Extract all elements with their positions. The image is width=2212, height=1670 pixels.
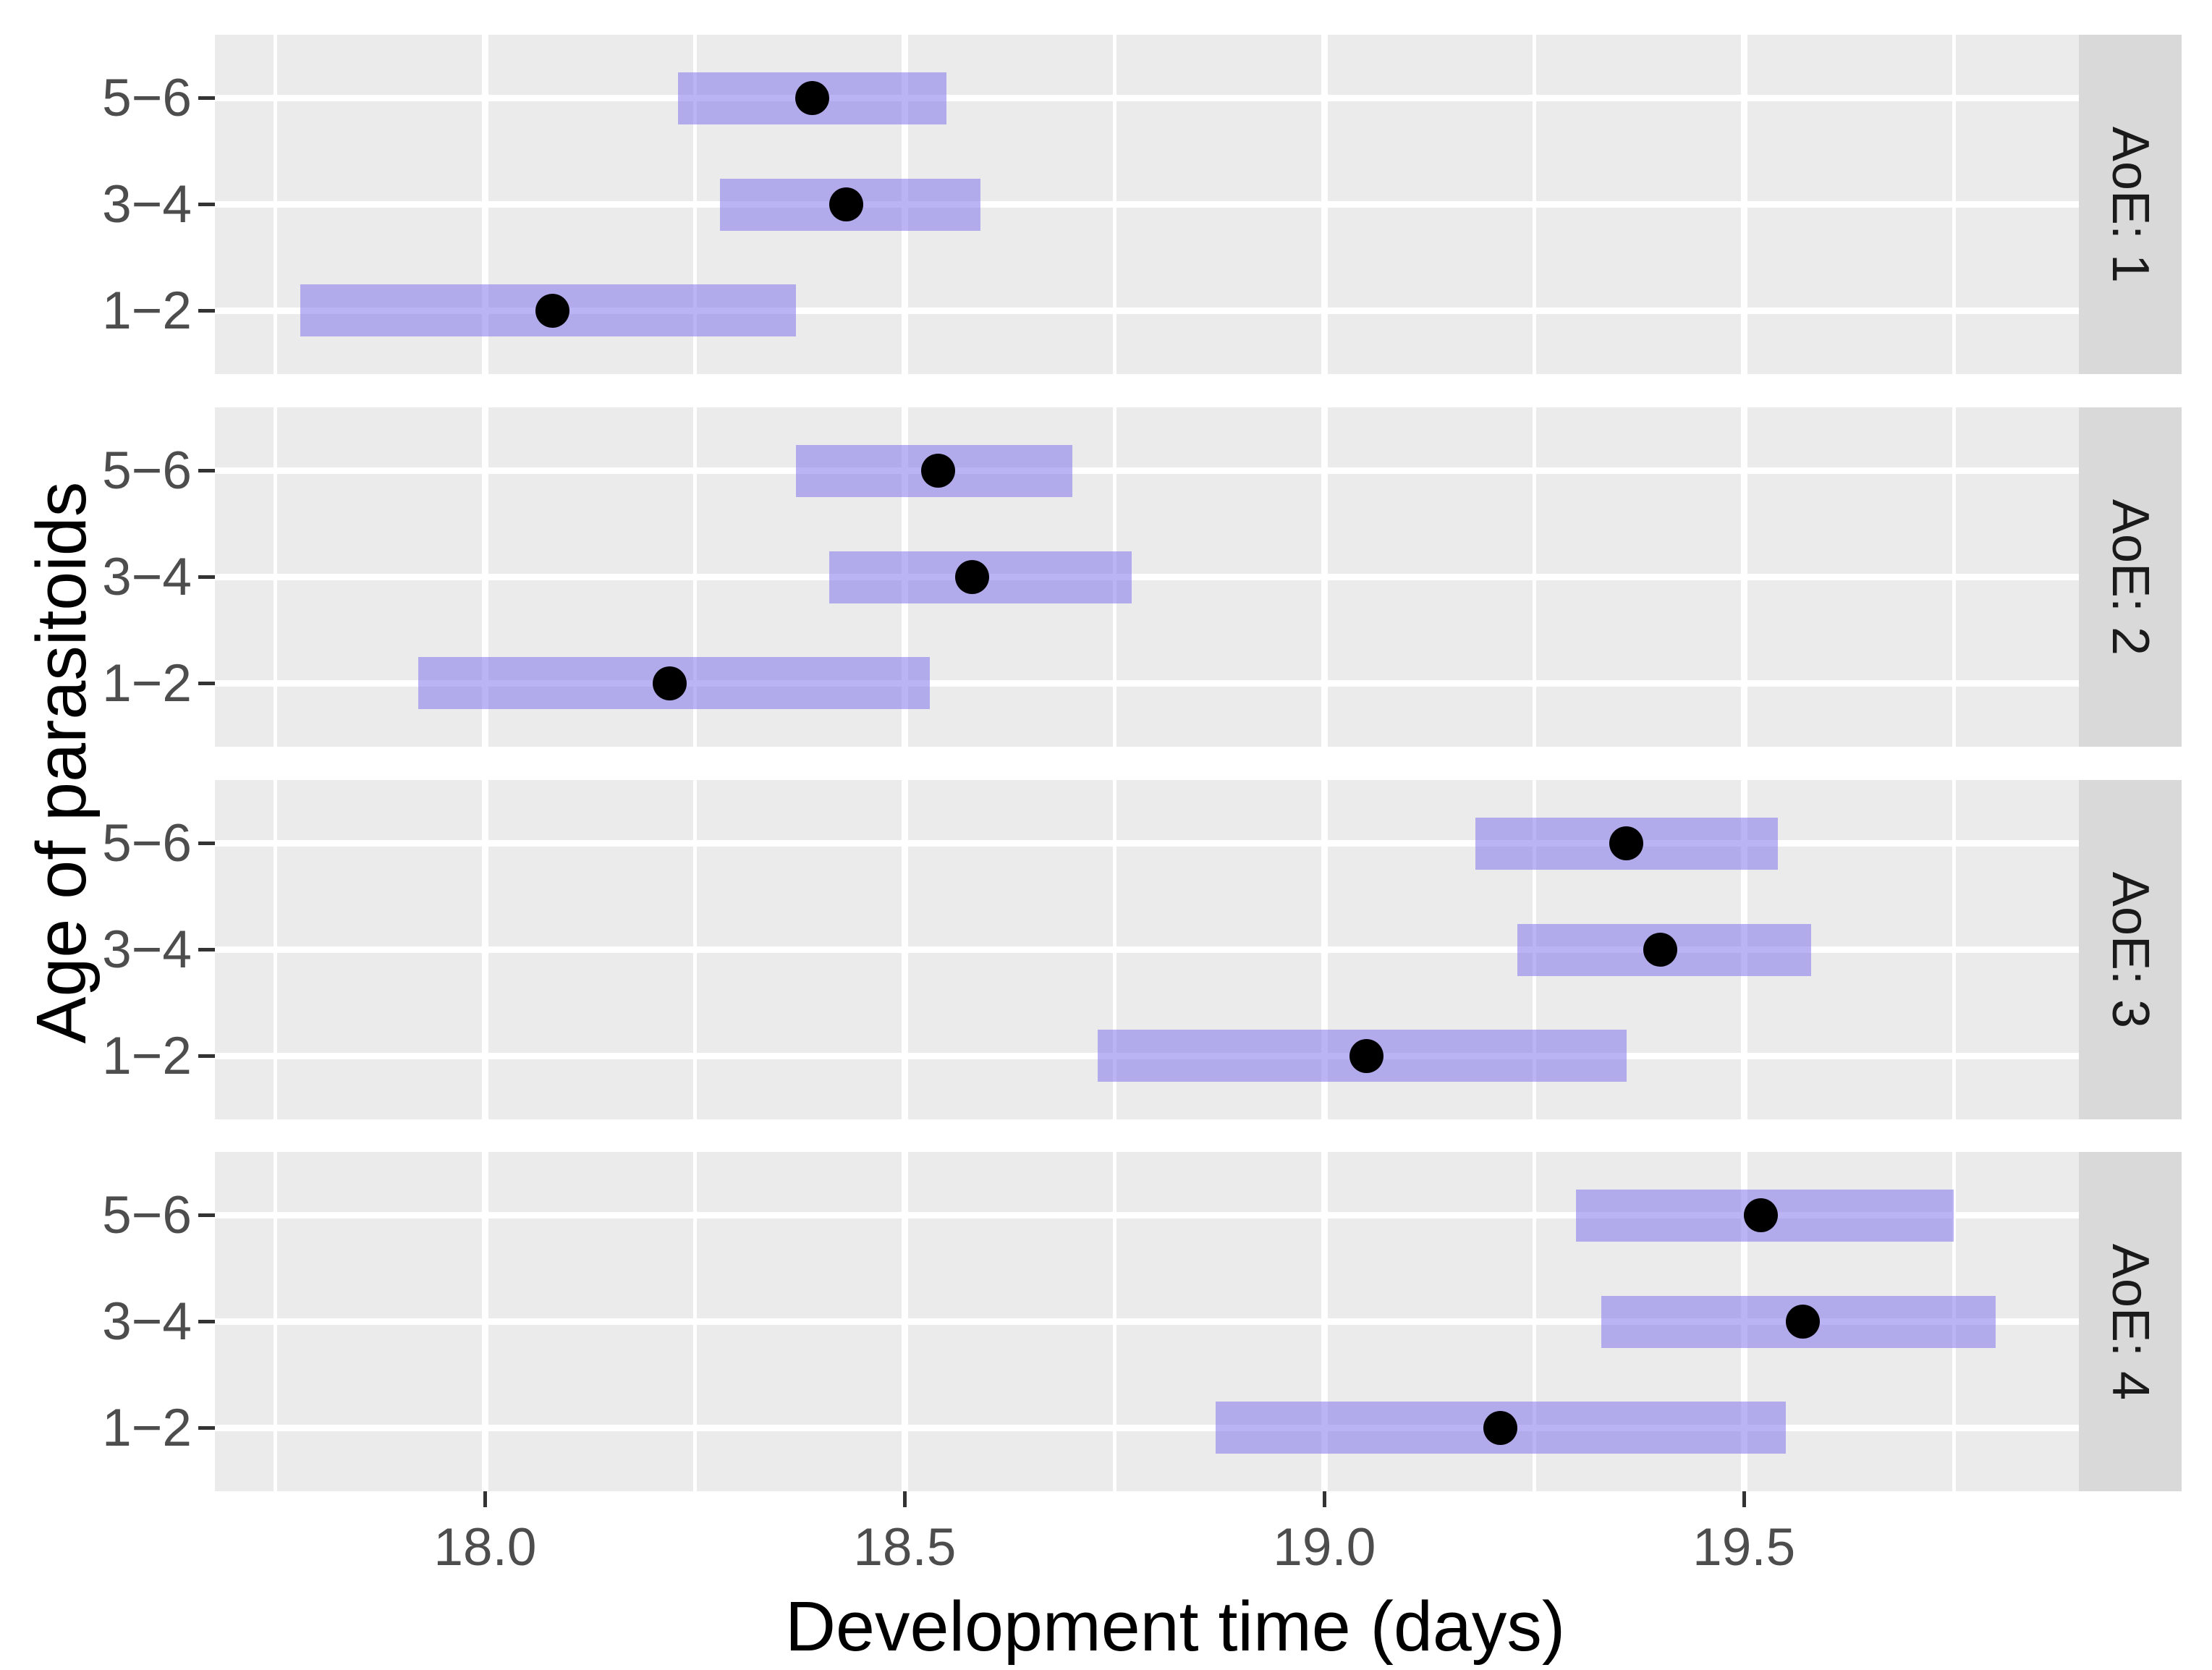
gridline-major-horizontal bbox=[215, 840, 2079, 847]
y-axis-tick-label: 3−4 bbox=[102, 920, 192, 979]
facet-strip-label: AoE: 2 bbox=[2101, 499, 2160, 656]
point-estimate bbox=[829, 187, 863, 221]
gridline-major-horizontal bbox=[215, 1424, 2079, 1431]
point-estimate bbox=[1743, 1198, 1778, 1233]
y-axis-tick-label: 1−2 bbox=[102, 1026, 192, 1085]
y-axis-tick bbox=[198, 842, 215, 846]
x-axis-tick-label: 18.5 bbox=[853, 1518, 957, 1577]
x-axis-title: Development time (days) bbox=[785, 1587, 1566, 1666]
point-estimate bbox=[795, 81, 830, 116]
y-axis-tick-label: 1−2 bbox=[102, 653, 192, 713]
gridline-major-horizontal bbox=[215, 1212, 2079, 1219]
y-axis-tick bbox=[198, 681, 215, 685]
y-axis-tick-label: 3−4 bbox=[102, 1292, 192, 1351]
y-axis-tick-label: 1−2 bbox=[102, 1398, 192, 1457]
facet-strip: AoE: 4 bbox=[2079, 1152, 2182, 1491]
facet-panel bbox=[215, 780, 2079, 1119]
point-estimate bbox=[921, 454, 956, 488]
y-axis-title: Age of parasitoids bbox=[22, 481, 101, 1044]
y-axis-tick-label: 3−4 bbox=[102, 548, 192, 606]
y-axis-tick bbox=[198, 469, 215, 473]
gridline-major-horizontal bbox=[215, 467, 2079, 475]
gridline-major-horizontal bbox=[215, 574, 2079, 580]
point-estimate bbox=[535, 293, 569, 328]
facet-strip-label: AoE: 1 bbox=[2101, 126, 2160, 283]
y-axis-tick bbox=[198, 203, 215, 206]
x-axis-tick bbox=[902, 1491, 907, 1507]
point-estimate bbox=[1349, 1038, 1383, 1073]
point-estimate bbox=[1483, 1410, 1518, 1445]
point-estimate bbox=[653, 666, 687, 700]
y-axis-tick-label: 5−6 bbox=[102, 441, 192, 501]
y-axis-tick bbox=[198, 1054, 215, 1058]
point-estimate bbox=[954, 560, 989, 594]
gridline-major-horizontal bbox=[215, 946, 2079, 953]
x-axis-tick bbox=[483, 1491, 487, 1507]
x-axis-tick-label: 18.0 bbox=[433, 1518, 537, 1577]
gridline-major-horizontal bbox=[215, 679, 2079, 687]
y-axis-tick-label: 1−2 bbox=[102, 281, 192, 340]
facet-strip-label: AoE: 4 bbox=[2101, 1243, 2160, 1400]
y-axis-tick-label: 3−4 bbox=[102, 175, 192, 234]
facet-strip-label: AoE: 3 bbox=[2101, 871, 2160, 1028]
x-axis-tick-label: 19.0 bbox=[1273, 1518, 1376, 1577]
point-estimate bbox=[1785, 1305, 1820, 1339]
y-axis-tick-label: 5−6 bbox=[102, 814, 192, 873]
y-axis-tick-label: 5−6 bbox=[102, 1186, 192, 1245]
gridline-major-horizontal bbox=[215, 95, 2079, 102]
point-estimate bbox=[1643, 933, 1677, 967]
y-axis-tick bbox=[198, 308, 215, 313]
point-estimate bbox=[1609, 826, 1644, 861]
facet-panel bbox=[215, 1152, 2079, 1491]
y-axis-tick bbox=[198, 1213, 215, 1218]
gridline-major-horizontal bbox=[215, 201, 2079, 208]
gridline-major-horizontal bbox=[215, 1318, 2079, 1325]
facet-strip: AoE: 2 bbox=[2079, 407, 2182, 747]
gridline-major-horizontal bbox=[215, 307, 2079, 314]
y-axis-tick bbox=[198, 1320, 215, 1323]
y-axis-tick-label: 5−6 bbox=[102, 69, 192, 128]
y-axis-tick bbox=[198, 96, 215, 101]
facet-strip: AoE: 1 bbox=[2079, 35, 2182, 374]
x-axis-tick-label: 19.5 bbox=[1692, 1518, 1796, 1577]
facet-panel bbox=[215, 407, 2079, 747]
y-axis-tick bbox=[198, 948, 215, 951]
y-axis-tick bbox=[198, 1425, 215, 1430]
facet-panel bbox=[215, 35, 2079, 374]
x-axis-tick bbox=[1322, 1491, 1326, 1507]
facet-strip: AoE: 3 bbox=[2079, 780, 2182, 1119]
y-axis-tick bbox=[198, 575, 215, 579]
x-axis-tick bbox=[1742, 1491, 1746, 1507]
